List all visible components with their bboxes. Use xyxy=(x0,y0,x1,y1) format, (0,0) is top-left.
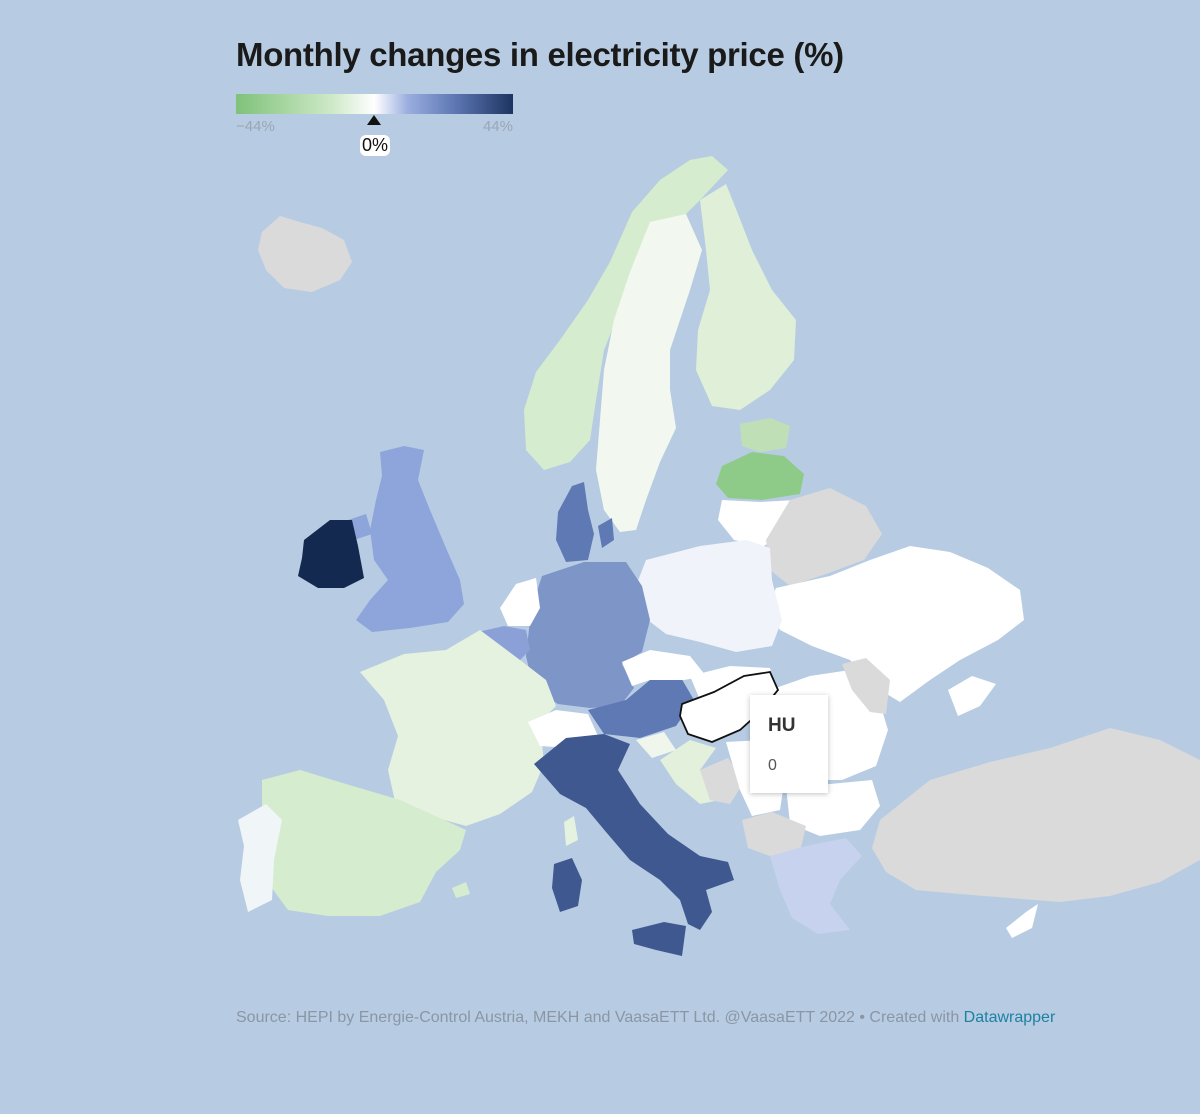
country-cyprus[interactable] xyxy=(1006,904,1038,938)
country-finland[interactable] xyxy=(696,184,796,410)
chart-title: Monthly changes in electricity price (%) xyxy=(236,36,844,73)
country-ukraine[interactable] xyxy=(768,546,1024,702)
tooltip-value: 0 xyxy=(768,757,777,774)
country-spain[interactable] xyxy=(262,770,466,916)
tooltip-country-code: HU xyxy=(768,715,796,736)
country-denmark[interactable] xyxy=(556,482,594,562)
country-austria[interactable] xyxy=(588,676,694,738)
legend-max-label: 44% xyxy=(482,118,513,135)
color-legend: −44% 44% 0% xyxy=(236,94,513,164)
country-denmark-zealand[interactable] xyxy=(598,518,614,548)
country-belarus[interactable] xyxy=(766,488,882,586)
country-iceland[interactable] xyxy=(258,216,352,292)
country-slovenia[interactable] xyxy=(636,732,676,758)
legend-gradient-bar xyxy=(236,94,513,114)
country-germany[interactable] xyxy=(526,562,650,708)
country-macedonia-albania[interactable] xyxy=(742,812,806,856)
datawrapper-link[interactable]: Datawrapper xyxy=(963,1009,1056,1026)
country-czechia[interactable] xyxy=(622,650,706,686)
country-latvia[interactable] xyxy=(716,452,804,500)
map-tooltip: HU 0 xyxy=(750,695,828,793)
country-greece[interactable] xyxy=(770,838,862,934)
country-italy[interactable] xyxy=(534,734,734,930)
country-norway[interactable] xyxy=(524,156,728,470)
country-corsica[interactable] xyxy=(564,816,578,846)
country-sweden[interactable] xyxy=(596,214,702,532)
country-italy-sardinia[interactable] xyxy=(552,858,582,912)
legend-min-label: −44% xyxy=(236,118,275,135)
country-ireland[interactable] xyxy=(298,520,364,588)
legend-marker-triangle-icon xyxy=(367,115,381,125)
country-netherlands[interactable] xyxy=(500,578,540,626)
legend-marker-label: 0% xyxy=(360,135,391,156)
country-poland[interactable] xyxy=(636,540,782,652)
country-france[interactable] xyxy=(360,630,556,826)
country-croatia[interactable] xyxy=(660,740,720,804)
country-portugal[interactable] xyxy=(238,804,282,912)
country-united-kingdom[interactable] xyxy=(356,446,464,632)
country-turkey[interactable] xyxy=(872,728,1200,902)
country-ukraine-crimea[interactable] xyxy=(948,676,996,716)
country-italy-sicily[interactable] xyxy=(632,922,686,956)
country-belgium[interactable] xyxy=(478,626,530,664)
country-bosnia[interactable] xyxy=(700,758,744,804)
country-estonia[interactable] xyxy=(740,418,790,452)
source-footer: Source: HEPI by Energie-Control Austria,… xyxy=(236,1009,1055,1027)
country-moldova[interactable] xyxy=(842,658,890,714)
country-spain-balearic[interactable] xyxy=(452,882,470,898)
source-text: Source: HEPI by Energie-Control Austria,… xyxy=(236,1009,964,1026)
country-bulgaria[interactable] xyxy=(786,780,880,836)
